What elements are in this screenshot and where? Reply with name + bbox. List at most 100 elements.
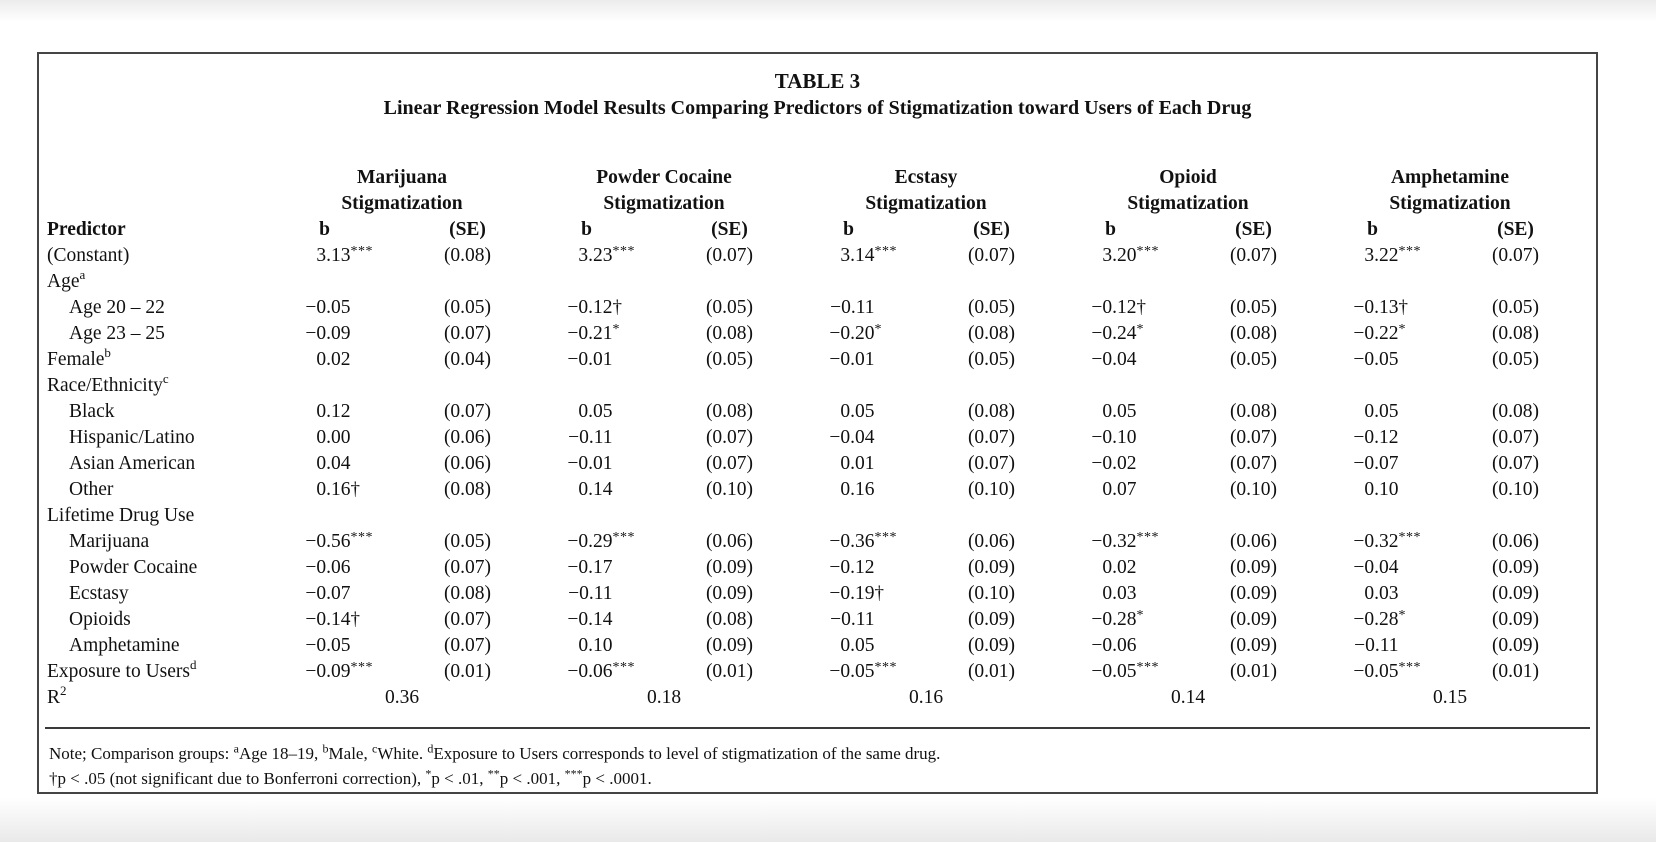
b-value: −0.01 [533, 347, 664, 373]
coefficient: 0.05 [1364, 401, 1399, 422]
se-value: (0.05) [1491, 297, 1540, 318]
significance-marker-glyph: *** [612, 530, 635, 545]
se-value: (0.07) [967, 245, 1016, 266]
se-value: (0.08) [1229, 323, 1278, 344]
significance-marker [613, 555, 643, 581]
se-value: (0.10) [967, 479, 1016, 500]
se-value: (0.07) [1491, 245, 1540, 266]
row-label: Marijuana [69, 531, 150, 552]
se-value: (0.08) [967, 323, 1016, 344]
se-value: (0.06) [1491, 531, 1540, 552]
coefficient: 3.22 [1364, 245, 1399, 266]
se-value: (0.07) [443, 635, 492, 656]
se-value: (0.01) [967, 661, 1016, 682]
col-header-se: (SE) [1235, 219, 1272, 240]
significance-marker [875, 607, 905, 633]
column-group-header: Amphetamine Stigmatization [1319, 165, 1581, 217]
coefficient: −0.12 [1091, 297, 1137, 318]
significance-marker [1399, 581, 1429, 607]
significance-marker-glyph: *** [1398, 660, 1421, 675]
b-value [533, 373, 664, 399]
se-value: (0.10) [1229, 479, 1278, 500]
b-value [1319, 269, 1450, 295]
b-value: −0.12 [1319, 425, 1450, 451]
row-label: Black [69, 401, 115, 422]
significance-marker: *** [875, 659, 905, 685]
col-header-se: (SE) [711, 219, 748, 240]
significance-marker-glyph: † [1136, 297, 1147, 318]
se-value: (0.08) [1491, 401, 1540, 422]
significance-marker: *** [613, 243, 643, 269]
significance-marker-glyph: † [1398, 297, 1409, 318]
b-value [1057, 373, 1188, 399]
coefficient: −0.04 [1091, 349, 1137, 370]
significance-marker-glyph: * [1398, 322, 1406, 337]
b-value: 3.20 *** [1057, 243, 1188, 269]
significance-marker-glyph: † [350, 609, 361, 630]
b-value: −0.11 [533, 425, 664, 451]
coefficient: −0.11 [568, 583, 613, 604]
coefficient: 0.00 [316, 427, 351, 448]
row-label: (Constant) [47, 245, 130, 266]
significance-marker: † [351, 607, 381, 633]
b-value: 0.03 [1057, 581, 1188, 607]
se-value [664, 373, 795, 399]
coefficient: 0.16 [840, 479, 875, 500]
note-superscript: * [425, 766, 432, 781]
significance-marker: * [613, 321, 643, 347]
se-value: (0.08) [705, 609, 754, 630]
label-superscript: d [189, 656, 197, 672]
b-value [795, 503, 926, 529]
r2-value: 0.15 [1432, 687, 1468, 708]
regression-table: Marijuana Stigmatization Powder Cocaine Sti… [47, 165, 1588, 711]
group-stigmatization-label: Stigmatization [1127, 193, 1249, 214]
significance-marker [613, 347, 643, 373]
significance-marker [613, 477, 643, 503]
se-value: (0.07) [443, 557, 492, 578]
significance-marker: *** [875, 243, 905, 269]
b-value: 0.01 [795, 451, 926, 477]
coefficient: −0.04 [1353, 557, 1399, 578]
coefficient: 0.05 [840, 401, 875, 422]
significance-marker [351, 425, 381, 451]
b-value: −0.24 * [1057, 321, 1188, 347]
coefficient: 0.03 [1364, 583, 1399, 604]
group-drug-name: Opioid [1159, 167, 1217, 188]
b-value [533, 269, 664, 295]
significance-marker [613, 633, 643, 659]
significance-marker: *** [1399, 659, 1429, 685]
significance-marker-glyph: * [874, 322, 882, 337]
b-value: −0.06 *** [533, 659, 664, 685]
b-value: −0.07 [1319, 451, 1450, 477]
note-superscript: d [427, 741, 434, 756]
significance-marker: † [351, 477, 381, 503]
b-value: −0.21 * [533, 321, 664, 347]
se-value: (0.09) [1491, 635, 1540, 656]
significance-marker [1137, 633, 1167, 659]
significance-marker [351, 321, 381, 347]
se-value: (0.05) [705, 349, 754, 370]
coefficient: −0.04 [829, 427, 875, 448]
significance-marker [875, 477, 905, 503]
significance-marker [1399, 555, 1429, 581]
b-value: 0.12 [271, 399, 402, 425]
se-value: (0.08) [443, 479, 492, 500]
b-value: 0.16 † [271, 477, 402, 503]
b-value: −0.11 [533, 581, 664, 607]
se-value [1188, 373, 1319, 399]
coefficient: 0.05 [578, 401, 613, 422]
significance-marker-glyph: *** [1398, 530, 1421, 545]
b-value: −0.14 [533, 607, 664, 633]
col-header-se: (SE) [973, 219, 1010, 240]
coefficient: −0.19 [829, 583, 875, 604]
se-value: (0.09) [967, 635, 1016, 656]
coefficient: 0.03 [1102, 583, 1137, 604]
b-value: −0.32 *** [1057, 529, 1188, 555]
significance-marker-glyph: *** [350, 244, 373, 259]
se-value: (0.07) [705, 245, 754, 266]
b-value: 0.03 [1319, 581, 1450, 607]
b-value [271, 373, 402, 399]
significance-marker-glyph: *** [350, 660, 373, 675]
significance-marker-glyph: *** [350, 530, 373, 545]
significance-marker [613, 581, 643, 607]
